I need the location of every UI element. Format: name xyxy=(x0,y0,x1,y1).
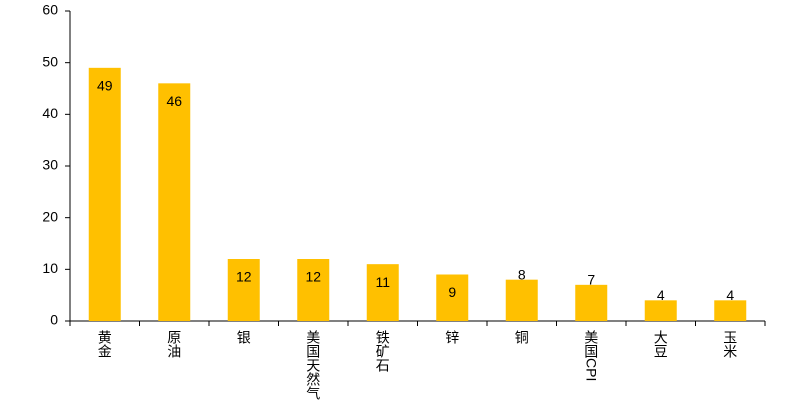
x-tick-label: 黄金 xyxy=(97,329,113,358)
bar xyxy=(644,300,677,321)
x-tick-label: 大豆 xyxy=(653,330,669,358)
bar xyxy=(158,83,191,321)
y-tick-label: 0 xyxy=(50,312,58,328)
bar xyxy=(366,264,399,321)
x-tick-label: 美国CPI xyxy=(583,330,599,381)
y-tick-label: 50 xyxy=(42,53,58,69)
x-tick-label: 锌 xyxy=(444,330,460,344)
value-label: 4 xyxy=(726,287,734,303)
bar xyxy=(297,259,330,321)
bar xyxy=(505,279,538,321)
value-label: 9 xyxy=(448,284,456,300)
value-label: 4 xyxy=(657,287,665,303)
y-tick-label: 40 xyxy=(42,105,58,121)
value-label: 7 xyxy=(587,272,595,288)
y-tick-label: 10 xyxy=(42,260,58,276)
x-tick-label: 铜 xyxy=(514,330,530,345)
bar xyxy=(436,274,469,321)
value-label: 49 xyxy=(97,78,113,94)
x-tick-label: 铁矿石 xyxy=(375,330,391,372)
value-label: 12 xyxy=(305,269,321,285)
x-tick-label: 原油 xyxy=(166,330,182,358)
bar xyxy=(227,259,260,321)
x-tick-label: 美国天然气 xyxy=(305,330,321,400)
bar xyxy=(575,284,608,321)
bar xyxy=(714,300,747,321)
value-label: 11 xyxy=(375,274,390,290)
y-tick-label: 60 xyxy=(42,2,58,18)
x-tick-label: 玉米 xyxy=(722,330,738,358)
y-tick-label: 20 xyxy=(42,208,58,224)
value-label: 8 xyxy=(518,266,526,282)
value-label: 12 xyxy=(236,269,252,285)
y-tick-label: 30 xyxy=(42,157,58,173)
x-tick-label: 银 xyxy=(236,330,252,344)
bar xyxy=(88,67,121,321)
value-label: 46 xyxy=(166,93,182,109)
